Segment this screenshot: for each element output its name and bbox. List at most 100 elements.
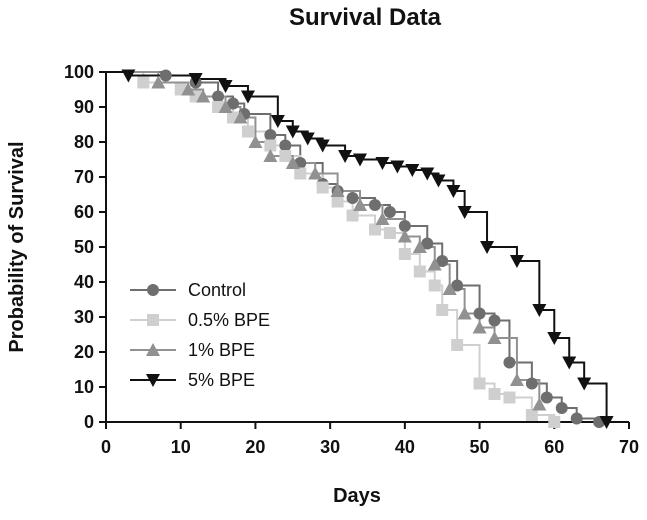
data-point-1-bpe	[532, 397, 547, 411]
legend-label-5-bpe: 5% BPE	[188, 370, 255, 390]
x-tick-label: 20	[245, 437, 265, 457]
data-point-5-bpe	[457, 206, 472, 219]
data-point-5-bpe	[577, 377, 592, 391]
legend-marker-1-bpe	[146, 343, 160, 356]
legend-label-1-bpe: 1% BPE	[188, 340, 255, 360]
data-point-5-bpe	[353, 153, 368, 167]
data-point-0-5-bpe	[413, 265, 426, 278]
data-point-5-bpe	[315, 139, 330, 153]
data-point-1-bpe	[375, 212, 390, 225]
legend-marker-0-5-bpe	[147, 314, 159, 326]
x-tick-label: 10	[171, 437, 191, 457]
data-point-0-5-bpe	[428, 279, 441, 292]
y-tick-label: 100	[64, 62, 94, 82]
series-markers	[121, 69, 614, 429]
data-point-1-bpe	[151, 75, 166, 89]
data-point-control	[212, 90, 225, 103]
data-point-5-bpe	[240, 90, 255, 104]
data-point-0-5-bpe	[398, 248, 411, 260]
data-point-0-5-bpe	[137, 76, 150, 89]
data-point-control	[473, 307, 486, 320]
x-axis-label: Days	[333, 485, 381, 507]
y-axis-label: Probability of Survival	[6, 141, 28, 352]
y-tick-label: 40	[74, 272, 94, 292]
y-tick-label: 20	[74, 342, 94, 362]
data-point-1-bpe	[330, 184, 345, 197]
data-point-1-bpe	[397, 229, 412, 243]
data-point-control	[488, 314, 501, 327]
data-point-1-bpe	[248, 135, 263, 148]
y-tick-label: 70	[74, 167, 94, 187]
data-point-5-bpe	[270, 115, 285, 128]
data-point-0-5-bpe	[436, 304, 449, 316]
data-point-control	[570, 412, 583, 425]
data-point-control	[383, 206, 396, 218]
data-point-0-5-bpe	[264, 139, 277, 152]
plot-area: 0 10 20 30 40 50 60 70 80 90 100 0 10 20 30 40 50 60 70	[64, 62, 639, 457]
y-tick-label: 0	[84, 412, 94, 432]
x-tick-label: 70	[619, 437, 639, 457]
data-point-5-bpe	[405, 164, 420, 177]
legend-label-0-5-bpe: 0.5% BPE	[188, 310, 270, 330]
data-point-0-5-bpe	[346, 209, 359, 222]
data-point-5-bpe	[375, 157, 390, 170]
y-tick-label: 60	[74, 202, 94, 222]
y-tick-label: 90	[74, 97, 94, 117]
data-point-0-5-bpe	[503, 391, 516, 404]
data-point-0-5-bpe	[279, 150, 292, 162]
data-point-5-bpe	[532, 304, 547, 317]
data-point-1-bpe	[353, 198, 368, 211]
data-point-control	[555, 402, 568, 414]
data-point-5-bpe	[480, 241, 495, 254]
data-point-control	[227, 97, 240, 110]
data-point-5-bpe	[218, 80, 233, 93]
data-point-1-bpe	[412, 240, 427, 253]
data-point-0-5-bpe	[294, 167, 307, 180]
x-tick-label: 0	[101, 437, 111, 457]
series-line-control	[106, 71, 601, 422]
data-point-5-bpe	[338, 150, 353, 163]
data-point-control	[503, 356, 516, 369]
data-point-5-bpe	[446, 185, 461, 198]
legend-marker-control	[147, 284, 159, 296]
data-point-control	[525, 377, 538, 390]
series-lines	[106, 71, 608, 422]
y-tick-label: 10	[74, 377, 94, 397]
data-point-1-bpe	[196, 89, 211, 103]
data-point-control	[398, 220, 411, 232]
data-point-control	[159, 69, 172, 82]
y-tick-label: 30	[74, 307, 94, 327]
data-point-1-bpe	[181, 82, 196, 96]
data-point-0-5-bpe	[241, 125, 254, 138]
data-point-control	[279, 139, 292, 152]
data-point-5-bpe	[121, 69, 136, 83]
data-point-5-bpe	[431, 174, 446, 188]
x-tick-label: 40	[395, 437, 415, 457]
data-point-0-5-bpe	[488, 388, 501, 400]
data-point-1-bpe	[427, 257, 442, 271]
data-point-5-bpe	[547, 332, 562, 345]
data-point-1-bpe	[457, 306, 472, 320]
data-point-0-5-bpe	[331, 195, 344, 208]
data-point-1-bpe	[233, 110, 248, 124]
data-point-0-5-bpe	[473, 377, 486, 390]
data-point-control	[540, 391, 553, 404]
chart-title: Survival Data	[289, 4, 442, 31]
y-axis-ticks: 0 10 20 30 40 50 60 70 80 90 100	[64, 62, 106, 432]
data-point-1-bpe	[487, 331, 502, 344]
data-point-control	[451, 279, 464, 292]
data-point-0-5-bpe	[383, 227, 396, 239]
data-point-5-bpe	[300, 132, 315, 146]
data-point-1-bpe	[472, 320, 487, 334]
series-line-1-bpe	[106, 71, 541, 405]
data-point-control	[421, 237, 434, 250]
data-point-0-5-bpe	[316, 181, 329, 194]
x-tick-label: 60	[544, 437, 564, 457]
data-point-5-bpe	[285, 125, 300, 139]
data-point-5-bpe	[188, 73, 203, 86]
x-tick-label: 50	[470, 437, 490, 457]
data-point-5-bpe	[390, 160, 405, 174]
data-point-1-bpe	[263, 149, 278, 162]
data-point-1-bpe	[285, 156, 300, 169]
